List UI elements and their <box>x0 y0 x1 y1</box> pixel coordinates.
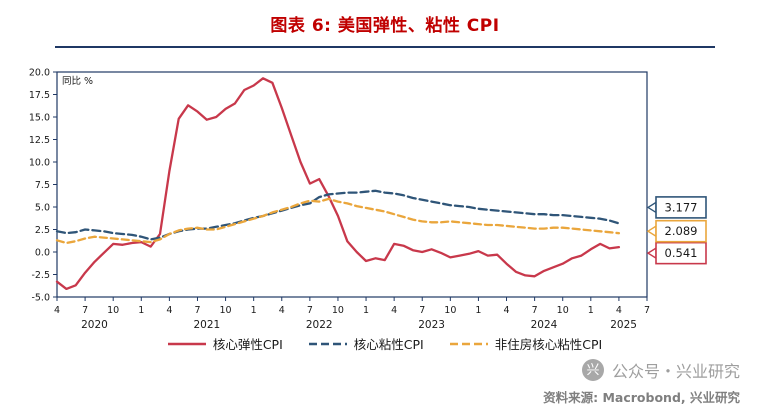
title-divider <box>55 46 715 48</box>
legend-line-sample-icon <box>167 342 206 345</box>
legend: 核心弹性CPI 核心粘性CPI 非住房核心粘性CPI <box>0 334 770 353</box>
callout-pointer-icon <box>646 201 657 214</box>
x-tick-label: 10 <box>332 305 344 316</box>
legend-label: 非住房核心粘性CPI <box>494 337 603 352</box>
x-tick-label: 1 <box>475 305 481 316</box>
year-label: 2024 <box>531 319 558 331</box>
callout-value: 2.089 <box>665 224 698 238</box>
x-tick-label: 10 <box>444 305 456 316</box>
y-tick-label: 17.5 <box>29 90 50 101</box>
x-tick-label: 4 <box>504 305 510 316</box>
callout-pointer-icon <box>646 224 657 238</box>
series-line-1 <box>55 189 621 241</box>
x-tick-label: 10 <box>557 305 569 316</box>
year-label: 2023 <box>418 319 445 331</box>
x-tick-label: 7 <box>194 305 200 316</box>
x-tick-label: 4 <box>279 305 285 316</box>
y-tick-label: 20.0 <box>29 68 50 79</box>
x-tick-label: 7 <box>419 305 425 316</box>
x-tick-label: 7 <box>532 305 538 316</box>
x-tick-label: 1 <box>363 305 369 316</box>
callout-box <box>655 219 707 243</box>
y-tick-label: 10.0 <box>29 158 50 169</box>
y-tick-label: 12.5 <box>29 135 50 146</box>
legend-item-2: 非住房核心粘性CPI <box>449 334 603 353</box>
x-tick-label: 7 <box>82 305 88 316</box>
cpi-line-chart: 20.0 17.5 15.0 12.5 10.0 7.5 5.0 2.5 0.0 -2.5 -5.0… <box>29 68 707 331</box>
callout-pointer-icon <box>646 246 657 260</box>
x-tick-label: 7 <box>307 305 313 316</box>
figure-title: 图表 6: 美国弹性、粘性 CPI <box>270 16 500 36</box>
legend-item-0: 核心弹性CPI <box>167 334 283 353</box>
y-tick-label: 5.0 <box>35 203 50 214</box>
watermark: 兴 公众号・兴业研究 <box>581 358 740 382</box>
x-tick-label: 4 <box>166 305 172 316</box>
year-label: 2025 <box>610 319 637 331</box>
x-tick-label: 4 <box>391 305 397 316</box>
legend-line-sample-icon <box>308 342 347 345</box>
year-label: 2021 <box>193 319 220 331</box>
callout-value: 0.541 <box>665 246 698 260</box>
year-label: 2022 <box>306 319 333 331</box>
x-tick-label: 1 <box>138 305 144 316</box>
callout-value: 3.177 <box>665 200 698 214</box>
callout-box <box>655 241 707 265</box>
x-tick-label: 4 <box>616 305 622 316</box>
y-tick-label: -2.5 <box>31 270 50 281</box>
source-note: 资料来源: Macrobond, 兴业研究 <box>543 390 740 405</box>
x-tick-label: 10 <box>220 305 232 316</box>
plot-border <box>56 71 648 298</box>
legend-label: 核心弹性CPI <box>212 337 283 352</box>
year-label: 2020 <box>81 319 108 331</box>
x-tick-label: 1 <box>588 305 594 316</box>
legend-line-sample-icon <box>449 342 488 345</box>
legend-item-1: 核心粘性CPI <box>308 334 424 353</box>
series-line-0 <box>55 77 621 291</box>
y-tick-label: -5.0 <box>31 293 50 304</box>
x-tick-label: 10 <box>107 305 119 316</box>
callout-box <box>655 196 707 219</box>
y-tick-label: 7.5 <box>35 180 50 191</box>
x-tick-label: 7 <box>644 305 650 316</box>
y-tick-label: 0.0 <box>35 248 50 259</box>
watermark-text: 公众号・兴业研究 <box>611 362 740 381</box>
y-tick-label: 15.0 <box>29 113 50 124</box>
unit-label: 同比 % <box>62 75 93 87</box>
series-line-2 <box>55 197 621 245</box>
x-tick-label: 1 <box>251 305 257 316</box>
cib-research-logo-icon: 兴 <box>581 359 604 381</box>
x-tick-label: 4 <box>54 305 60 316</box>
legend-label: 核心粘性CPI <box>353 337 424 352</box>
y-tick-label: 2.5 <box>35 225 50 236</box>
